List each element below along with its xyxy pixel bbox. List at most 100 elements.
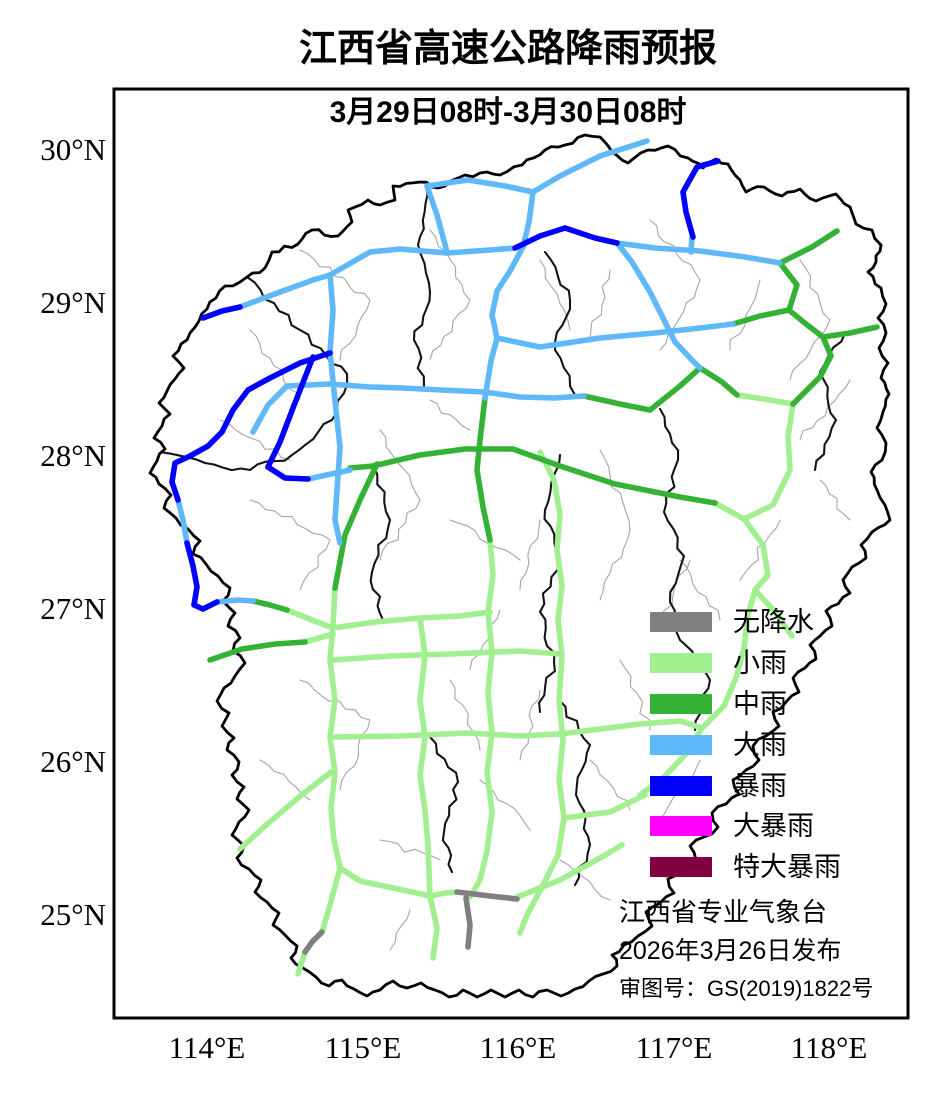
highway-segment-大雨 [250, 381, 487, 435]
highway-segment-暴雨 [184, 540, 220, 612]
county-line [299, 249, 371, 301]
highway-segment-暴雨 [562, 225, 620, 246]
county-line [799, 259, 831, 321]
forecast-period: 3月29日08时-3月30日08时 [330, 96, 687, 129]
county-line [429, 229, 471, 301]
highway-segment-中雨 [730, 307, 792, 327]
legend-swatch [650, 816, 712, 836]
prefecture-line [658, 407, 686, 642]
highway-segment-中雨 [347, 446, 516, 471]
county-line [659, 279, 701, 351]
highway-segment-小雨 [467, 537, 496, 900]
longitude-tick-label: 116°E [480, 1030, 557, 1065]
highway-segment-中雨 [207, 639, 308, 663]
legend-swatch [650, 694, 712, 714]
highway-segment-大雨 [494, 321, 736, 350]
highway-segment-大雨 [530, 138, 650, 195]
county-line [789, 319, 831, 381]
highway-segment-大雨 [424, 183, 450, 255]
county-line [589, 759, 631, 811]
highway-network [169, 138, 880, 977]
highway-segment-中雨 [474, 395, 493, 543]
highway-segment-中雨 [250, 598, 290, 613]
highway-segment-小雨 [237, 769, 334, 852]
highway-segment-小雨 [284, 607, 493, 631]
highway-segment-小雨 [417, 615, 433, 899]
highway-segment-小雨 [427, 889, 460, 899]
county-line [339, 299, 371, 361]
highway-segment-小雨 [734, 392, 796, 407]
county-line [449, 519, 521, 561]
legend-label: 特大暴雨 [733, 852, 841, 882]
latitude-tick-label: 25°N [40, 897, 106, 932]
highway-segment-小雨 [517, 449, 567, 936]
legend-label: 小雨 [733, 648, 787, 678]
highway-segment-无降水 [463, 895, 473, 950]
county-line [729, 279, 761, 351]
county-line [249, 329, 301, 401]
county-line [379, 499, 421, 561]
legend-swatch [650, 653, 712, 673]
legend-swatch [650, 776, 712, 796]
highway-segment-小雨 [699, 500, 771, 731]
longitude-tick-label: 114°E [169, 1030, 246, 1065]
county-line [739, 519, 781, 581]
highway-segment-大雨 [614, 240, 703, 371]
highway-segment-小雨 [302, 631, 336, 645]
county-line [519, 519, 541, 591]
latitude-tick-label: 28°N [40, 438, 106, 473]
highway-segment-中雨 [697, 365, 740, 398]
attribution-issued-date: 2026年3月26日发布 [619, 937, 841, 965]
county-boundaries [219, 219, 851, 951]
legend-swatch [650, 735, 712, 755]
highway-segment-中雨 [777, 228, 840, 266]
county-line [679, 559, 721, 621]
county-line [469, 609, 501, 671]
county-line [389, 909, 411, 951]
highway-segment-小雨 [752, 587, 795, 639]
county-line [429, 399, 471, 431]
longitude-tick-label: 118°E [791, 1030, 868, 1065]
highway-segment-无降水 [302, 929, 325, 955]
legend-label: 大暴雨 [733, 811, 814, 841]
county-line [589, 269, 611, 341]
highway-segment-中雨 [581, 393, 653, 413]
longitude-tick-label: 117°E [636, 1030, 713, 1065]
county-line [819, 479, 851, 521]
highway-segment-大雨 [305, 467, 353, 482]
highway-segment-小雨 [561, 792, 648, 821]
prefecture-line [428, 735, 460, 874]
highway-segment-小雨 [319, 585, 343, 935]
highway-segment-小雨 [427, 893, 440, 961]
highway-segment-中雨 [790, 334, 834, 407]
highway-segment-暴雨 [169, 350, 333, 503]
legend-label: 大雨 [733, 730, 787, 760]
latitude-tick-label: 30°N [40, 132, 106, 167]
attribution-map-approval-number: 审图号：GS(2019)1822号 [619, 976, 873, 1001]
county-line [599, 449, 631, 531]
highway-segment-小雨 [330, 648, 563, 663]
province-outline [148, 133, 892, 999]
prefecture-line [158, 275, 349, 472]
legend-label: 暴雨 [733, 771, 787, 801]
highway-segment-大雨 [175, 497, 190, 546]
highway-segment-小雨 [332, 718, 705, 740]
legend-swatch [650, 857, 712, 877]
highway-segment-暴雨 [265, 354, 316, 482]
highway-segment-小雨 [785, 401, 796, 473]
highway-segment-小雨 [741, 467, 793, 522]
latitude-tick-label: 27°N [40, 591, 106, 626]
latitude-tick-label: 26°N [40, 744, 106, 779]
highway-segment-大雨 [482, 189, 536, 401]
highway-segment-暴雨 [680, 158, 721, 240]
county-line [299, 539, 331, 591]
county-line [449, 679, 481, 751]
highway-segment-大雨 [327, 272, 343, 546]
county-line [799, 379, 851, 441]
highway-segment-中雨 [647, 365, 703, 413]
highway-segment-中雨 [777, 260, 800, 313]
highway-segment-中雨 [820, 324, 880, 340]
